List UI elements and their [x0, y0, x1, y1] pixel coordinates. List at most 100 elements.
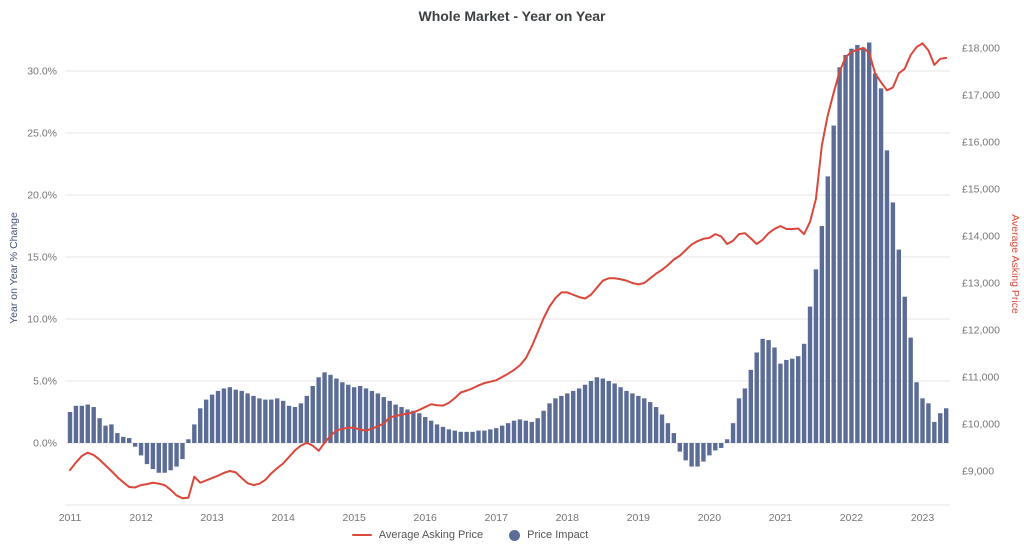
price-impact-bar[interactable]: [215, 390, 221, 443]
price-impact-bar[interactable]: [121, 436, 126, 443]
price-impact-bar[interactable]: [861, 47, 866, 443]
price-impact-bar[interactable]: [393, 404, 398, 443]
price-impact-bar[interactable]: [943, 408, 949, 443]
price-impact-bar[interactable]: [760, 338, 765, 443]
price-impact-bar[interactable]: [245, 393, 250, 443]
price-impact-bar[interactable]: [920, 398, 925, 443]
price-impact-bar[interactable]: [547, 403, 552, 443]
price-impact-bar[interactable]: [346, 384, 351, 443]
price-impact-bar[interactable]: [428, 420, 434, 443]
price-impact-bar[interactable]: [292, 407, 298, 443]
price-impact-bar[interactable]: [511, 420, 517, 443]
price-impact-bar[interactable]: [837, 67, 842, 443]
price-impact-bar[interactable]: [807, 306, 813, 443]
price-impact-bar[interactable]: [227, 387, 233, 443]
price-impact-bar[interactable]: [334, 378, 339, 443]
price-impact-bar[interactable]: [742, 388, 748, 443]
price-impact-bar[interactable]: [150, 443, 156, 470]
price-impact-bar[interactable]: [239, 390, 244, 443]
price-impact-bar[interactable]: [855, 44, 860, 444]
price-impact-bar[interactable]: [926, 403, 931, 443]
price-impact-bar[interactable]: [340, 382, 345, 443]
price-impact-bar[interactable]: [588, 381, 594, 443]
price-impact-bar[interactable]: [322, 372, 327, 443]
price-impact-bar[interactable]: [304, 395, 310, 443]
price-impact-bar[interactable]: [612, 383, 617, 443]
price-impact-bar[interactable]: [97, 418, 102, 443]
price-impact-bar[interactable]: [689, 443, 694, 467]
price-impact-bar[interactable]: [724, 439, 730, 443]
price-impact-bar[interactable]: [867, 42, 872, 443]
price-impact-bar[interactable]: [67, 412, 73, 443]
price-impact-bar[interactable]: [115, 433, 120, 443]
price-impact-bar[interactable]: [671, 433, 677, 443]
price-impact-bar[interactable]: [251, 395, 256, 443]
price-impact-bar[interactable]: [695, 443, 700, 467]
price-impact-bar[interactable]: [434, 424, 440, 443]
price-impact-bar[interactable]: [630, 393, 635, 443]
price-impact-bar[interactable]: [174, 443, 179, 467]
price-impact-bar[interactable]: [819, 226, 825, 443]
price-impact-bar[interactable]: [647, 402, 653, 443]
price-impact-bar[interactable]: [109, 424, 114, 443]
price-impact-bar[interactable]: [127, 438, 132, 443]
price-impact-bar[interactable]: [707, 443, 712, 456]
price-impact-bar[interactable]: [772, 347, 777, 443]
price-impact-bar[interactable]: [209, 394, 215, 443]
price-impact-bar[interactable]: [559, 395, 564, 443]
price-impact-bar[interactable]: [286, 405, 292, 443]
price-impact-bar[interactable]: [730, 423, 736, 443]
price-impact-bar[interactable]: [316, 377, 321, 443]
price-impact-bar[interactable]: [813, 269, 819, 443]
price-impact-bar[interactable]: [328, 374, 333, 443]
price-impact-bar[interactable]: [85, 404, 90, 443]
price-impact-bar[interactable]: [203, 399, 209, 443]
price-impact-bar[interactable]: [677, 443, 682, 452]
price-impact-bar[interactable]: [701, 443, 706, 462]
price-impact-bar[interactable]: [849, 48, 854, 444]
price-impact-bar[interactable]: [505, 423, 511, 443]
price-impact-bar[interactable]: [233, 389, 238, 443]
price-impact-bar[interactable]: [423, 416, 428, 443]
price-impact-bar[interactable]: [636, 395, 641, 443]
price-impact-bar[interactable]: [357, 385, 363, 443]
price-impact-bar[interactable]: [180, 443, 185, 460]
price-impact-bar[interactable]: [464, 431, 469, 443]
price-impact-bar[interactable]: [553, 398, 558, 443]
price-impact-bar[interactable]: [387, 400, 392, 443]
price-impact-bar[interactable]: [576, 388, 582, 443]
price-impact-bar[interactable]: [482, 430, 487, 443]
price-impact-bar[interactable]: [269, 399, 274, 443]
price-impact-bar[interactable]: [754, 352, 759, 443]
price-impact-bar[interactable]: [748, 369, 754, 443]
price-impact-bar[interactable]: [659, 414, 665, 443]
price-impact-bar[interactable]: [257, 398, 262, 443]
price-impact-bar[interactable]: [624, 390, 629, 443]
price-impact-bar[interactable]: [280, 400, 286, 443]
price-impact-bar[interactable]: [186, 439, 191, 443]
price-impact-bar[interactable]: [263, 399, 268, 443]
price-impact-bar[interactable]: [405, 409, 410, 443]
price-impact-bar[interactable]: [458, 431, 463, 443]
price-impact-bar[interactable]: [351, 387, 357, 443]
price-impact-bar[interactable]: [908, 337, 913, 443]
price-impact-bar[interactable]: [411, 410, 416, 443]
price-impact-bar[interactable]: [132, 443, 138, 447]
price-impact-bar[interactable]: [896, 249, 902, 443]
price-impact-bar[interactable]: [618, 387, 623, 443]
price-impact-bar[interactable]: [138, 443, 144, 456]
price-impact-bar[interactable]: [831, 125, 836, 443]
price-impact-bar[interactable]: [766, 340, 771, 443]
price-impact-bar[interactable]: [440, 426, 446, 443]
price-impact-bar[interactable]: [801, 343, 807, 443]
price-impact-bar[interactable]: [363, 388, 369, 443]
price-impact-bar[interactable]: [399, 407, 404, 443]
price-impact-bar[interactable]: [198, 408, 203, 443]
price-impact-bar[interactable]: [156, 443, 161, 473]
price-impact-bar[interactable]: [795, 356, 801, 443]
price-impact-bar[interactable]: [369, 390, 375, 443]
price-impact-bar[interactable]: [778, 363, 783, 443]
price-impact-bar[interactable]: [902, 296, 907, 443]
price-impact-bar[interactable]: [642, 398, 647, 443]
price-impact-bar[interactable]: [825, 176, 830, 443]
